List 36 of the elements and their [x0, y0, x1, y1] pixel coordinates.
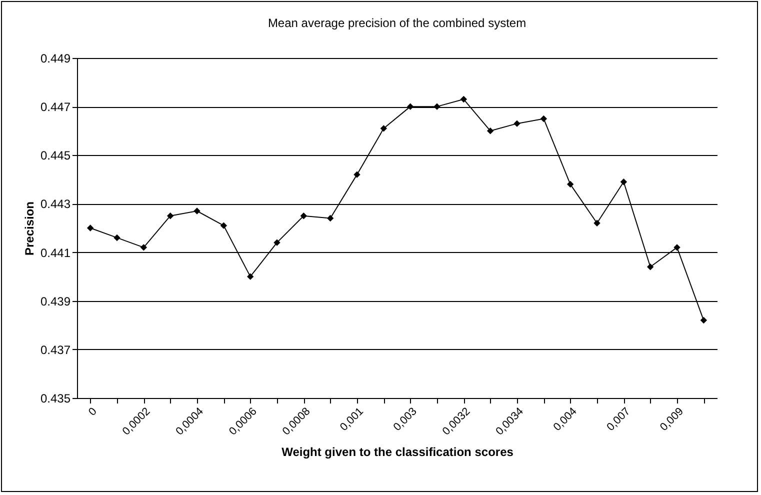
chart-title: Mean average precision of the combined system	[268, 16, 526, 30]
point	[406, 103, 414, 110]
point	[274, 239, 280, 246]
point	[646, 264, 654, 270]
point	[300, 212, 308, 220]
point	[540, 115, 548, 122]
point	[354, 171, 360, 178]
y-tick-label: 0.439	[40, 294, 71, 308]
y-tick-label: 0.447	[40, 100, 71, 114]
point	[166, 212, 174, 220]
point	[140, 244, 148, 251]
point	[460, 96, 468, 103]
point	[380, 125, 388, 132]
point	[486, 128, 494, 134]
point	[114, 234, 120, 242]
x-axis-title: Weight given to the classification scores	[282, 445, 514, 460]
point	[594, 220, 600, 226]
y-tick-label: 0.443	[40, 197, 71, 212]
y-tick-label: 0.449	[40, 52, 71, 66]
point	[86, 224, 94, 232]
y-tick-label: 0.435	[40, 392, 71, 406]
point	[700, 316, 708, 324]
y-tick-label: 0.437	[40, 342, 71, 357]
point	[674, 244, 680, 251]
y-tick-label: 0.445	[40, 148, 71, 163]
point	[620, 178, 628, 186]
point	[566, 180, 574, 188]
point	[326, 214, 334, 222]
point	[246, 273, 254, 280]
point	[220, 222, 228, 229]
x-tick-label: 0	[86, 406, 100, 418]
point	[194, 208, 200, 214]
y-tick-label: 0.441	[40, 246, 71, 260]
y-axis-title: Precision	[22, 201, 36, 256]
point	[514, 120, 520, 127]
point	[434, 103, 440, 110]
